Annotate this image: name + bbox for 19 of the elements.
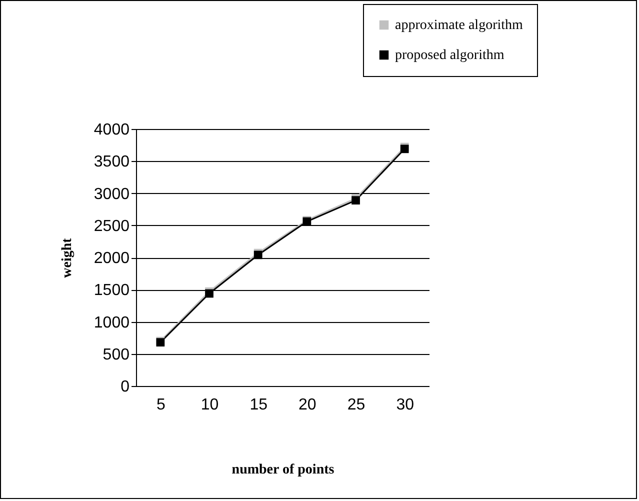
x-axis-title: number of points [232,462,335,478]
y-tick-label: 2500 [94,218,130,235]
x-tick-label: 10 [200,396,219,414]
y-tick-label: 4000 [94,122,130,138]
y-tick-label: 1500 [94,282,130,300]
x-tick-label: 30 [396,396,414,414]
y-tick-label: 1000 [94,314,130,332]
legend-label: proposed algorithm [395,48,504,63]
x-tick-label: 25 [347,396,366,414]
y-tick-label: 2000 [94,250,130,267]
x-tick-label: 5 [156,396,166,414]
y-tick-label: 3000 [94,186,130,203]
y-tick-label: 500 [102,346,130,364]
y-tick-label: 0 [120,378,130,396]
x-tick-label: 20 [298,396,316,414]
y-tick-label: 3500 [94,154,130,171]
y-axis-title: weight [60,238,75,278]
x-tick-label: 15 [250,396,268,414]
legend-label: approximate algorithm [395,18,524,33]
